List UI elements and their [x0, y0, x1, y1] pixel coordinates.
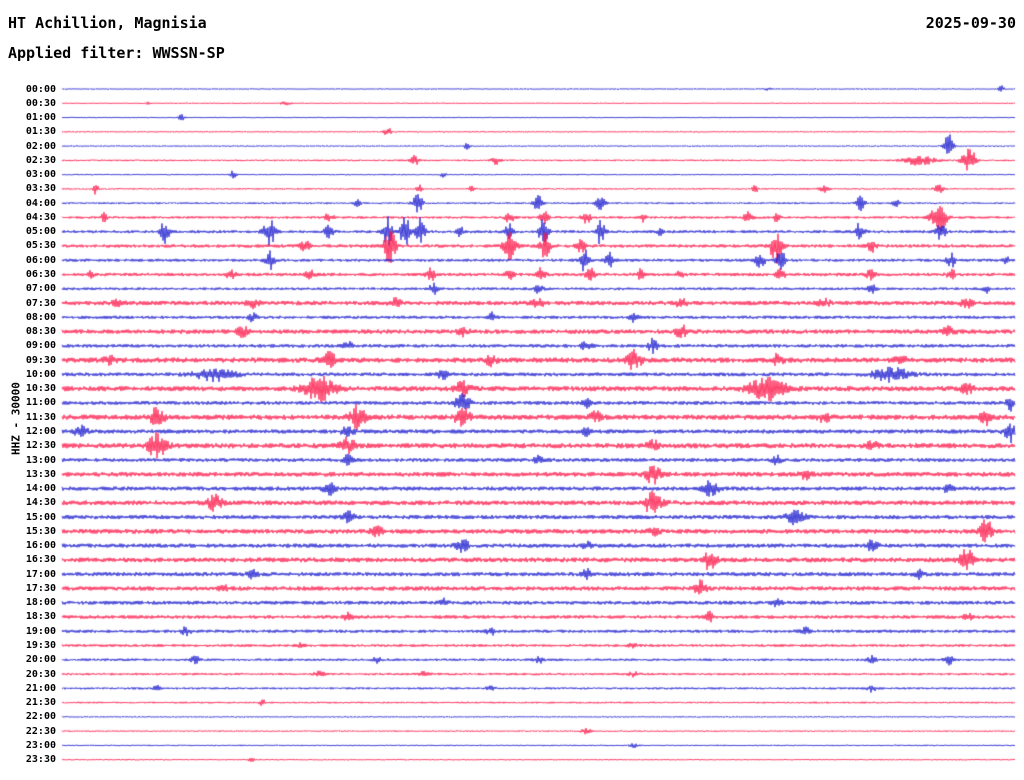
time-tick-label: 13:00 [25, 454, 56, 466]
time-tick-label: 20:30 [25, 668, 56, 680]
time-tick-label: 16:30 [25, 554, 56, 566]
time-tick-label: 22:00 [25, 711, 56, 723]
time-tick-label: 15:00 [25, 511, 56, 523]
time-tick-label: 10:30 [25, 383, 56, 395]
time-tick-label: 17:00 [25, 568, 56, 580]
time-tick-label: 16:00 [25, 540, 56, 552]
filter-label: Applied filter: WWSSN-SP [8, 44, 225, 62]
time-tick-label: 19:30 [25, 640, 56, 652]
time-tick-label: 14:00 [25, 483, 56, 495]
time-tick-label: 04:30 [25, 211, 56, 223]
time-tick-label: 08:00 [25, 311, 56, 323]
time-tick-label: 09:00 [25, 340, 56, 352]
time-tick-label: 11:30 [25, 411, 56, 423]
time-tick-label: 18:30 [25, 611, 56, 623]
time-tick-label: 23:30 [25, 754, 56, 766]
time-tick-label: 17:30 [25, 582, 56, 594]
time-tick-label: 18:00 [25, 597, 56, 609]
time-tick-label: 01:00 [25, 112, 56, 124]
time-tick-label: 21:00 [25, 682, 56, 694]
date-label: 2025-09-30 [925, 14, 1016, 32]
time-tick-label: 03:30 [25, 183, 56, 195]
time-tick-label: 05:30 [25, 240, 56, 252]
time-tick-label: 01:30 [25, 126, 56, 138]
time-tick-label: 21:30 [25, 697, 56, 709]
time-tick-label: 22:30 [25, 725, 56, 737]
time-tick-label: 12:00 [25, 425, 56, 437]
time-tick-label: 05:00 [25, 226, 56, 238]
time-tick-label: 20:00 [25, 654, 56, 666]
time-tick-label: 00:30 [25, 97, 56, 109]
station-title: HT Achillion, Magnisia [8, 14, 207, 32]
time-tick-label: 02:30 [25, 154, 56, 166]
time-tick-label: 13:30 [25, 468, 56, 480]
time-tick-label: 02:00 [25, 140, 56, 152]
time-tick-label: 11:00 [25, 397, 56, 409]
time-tick-label: 07:00 [25, 283, 56, 295]
time-tick-label: 14:30 [25, 497, 56, 509]
time-tick-label: 04:00 [25, 197, 56, 209]
time-tick-label: 07:30 [25, 297, 56, 309]
time-tick-label: 06:30 [25, 269, 56, 280]
time-tick-label: 10:00 [25, 368, 56, 380]
time-tick-label: 08:30 [25, 326, 56, 338]
time-tick-label: 23:00 [25, 739, 56, 751]
time-tick-label: 19:00 [25, 625, 56, 637]
time-tick-label: 06:00 [25, 254, 56, 266]
time-tick-label: 09:30 [25, 354, 56, 366]
time-tick-label: 12:30 [25, 440, 56, 452]
time-tick-label: 00:00 [25, 83, 56, 95]
time-tick-label: 03:00 [25, 169, 56, 181]
time-tick-label: 15:30 [25, 525, 56, 537]
